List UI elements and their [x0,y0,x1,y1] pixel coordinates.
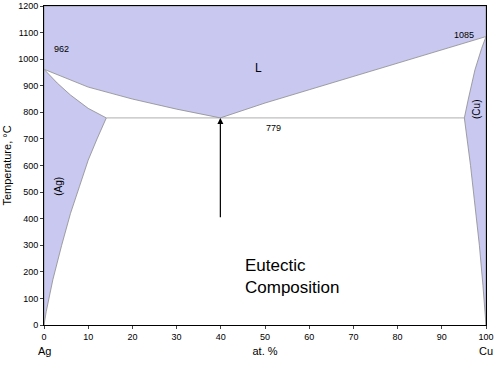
svg-text:40: 40 [216,332,226,342]
svg-text:300: 300 [23,240,38,250]
svg-text:779: 779 [266,123,281,133]
svg-text:1000: 1000 [18,54,38,64]
svg-text:962: 962 [54,44,69,54]
svg-text:60: 60 [304,332,314,342]
svg-text:at. %: at. % [252,345,277,357]
svg-text:100: 100 [478,332,493,342]
svg-text:1200: 1200 [18,1,38,11]
svg-text:0: 0 [33,320,38,330]
svg-text:(Ag): (Ag) [53,177,64,196]
svg-text:30: 30 [172,332,182,342]
svg-text:600: 600 [23,161,38,171]
svg-text:70: 70 [348,332,358,342]
svg-text:1100: 1100 [19,28,38,38]
svg-text:800: 800 [23,107,38,117]
svg-text:EutecticComposition: EutecticComposition [245,256,340,297]
svg-text:Temperature, °C: Temperature, °C [1,125,13,205]
svg-text:1085: 1085 [454,30,474,40]
svg-text:100: 100 [23,294,38,304]
svg-text:10: 10 [83,332,93,342]
svg-text:20: 20 [127,332,137,342]
svg-text:L: L [255,61,262,75]
svg-text:Cu: Cu [479,345,493,357]
svg-text:Ag: Ag [38,345,51,357]
svg-text:50: 50 [260,332,270,342]
svg-text:200: 200 [23,267,38,277]
svg-text:400: 400 [23,214,38,224]
svg-text:700: 700 [23,134,38,144]
svg-text:90: 90 [437,332,447,342]
svg-text:0: 0 [41,332,46,342]
svg-text:900: 900 [23,81,38,91]
svg-text:80: 80 [393,332,403,342]
svg-text:500: 500 [23,187,38,197]
svg-text:(Cu): (Cu) [471,100,482,119]
